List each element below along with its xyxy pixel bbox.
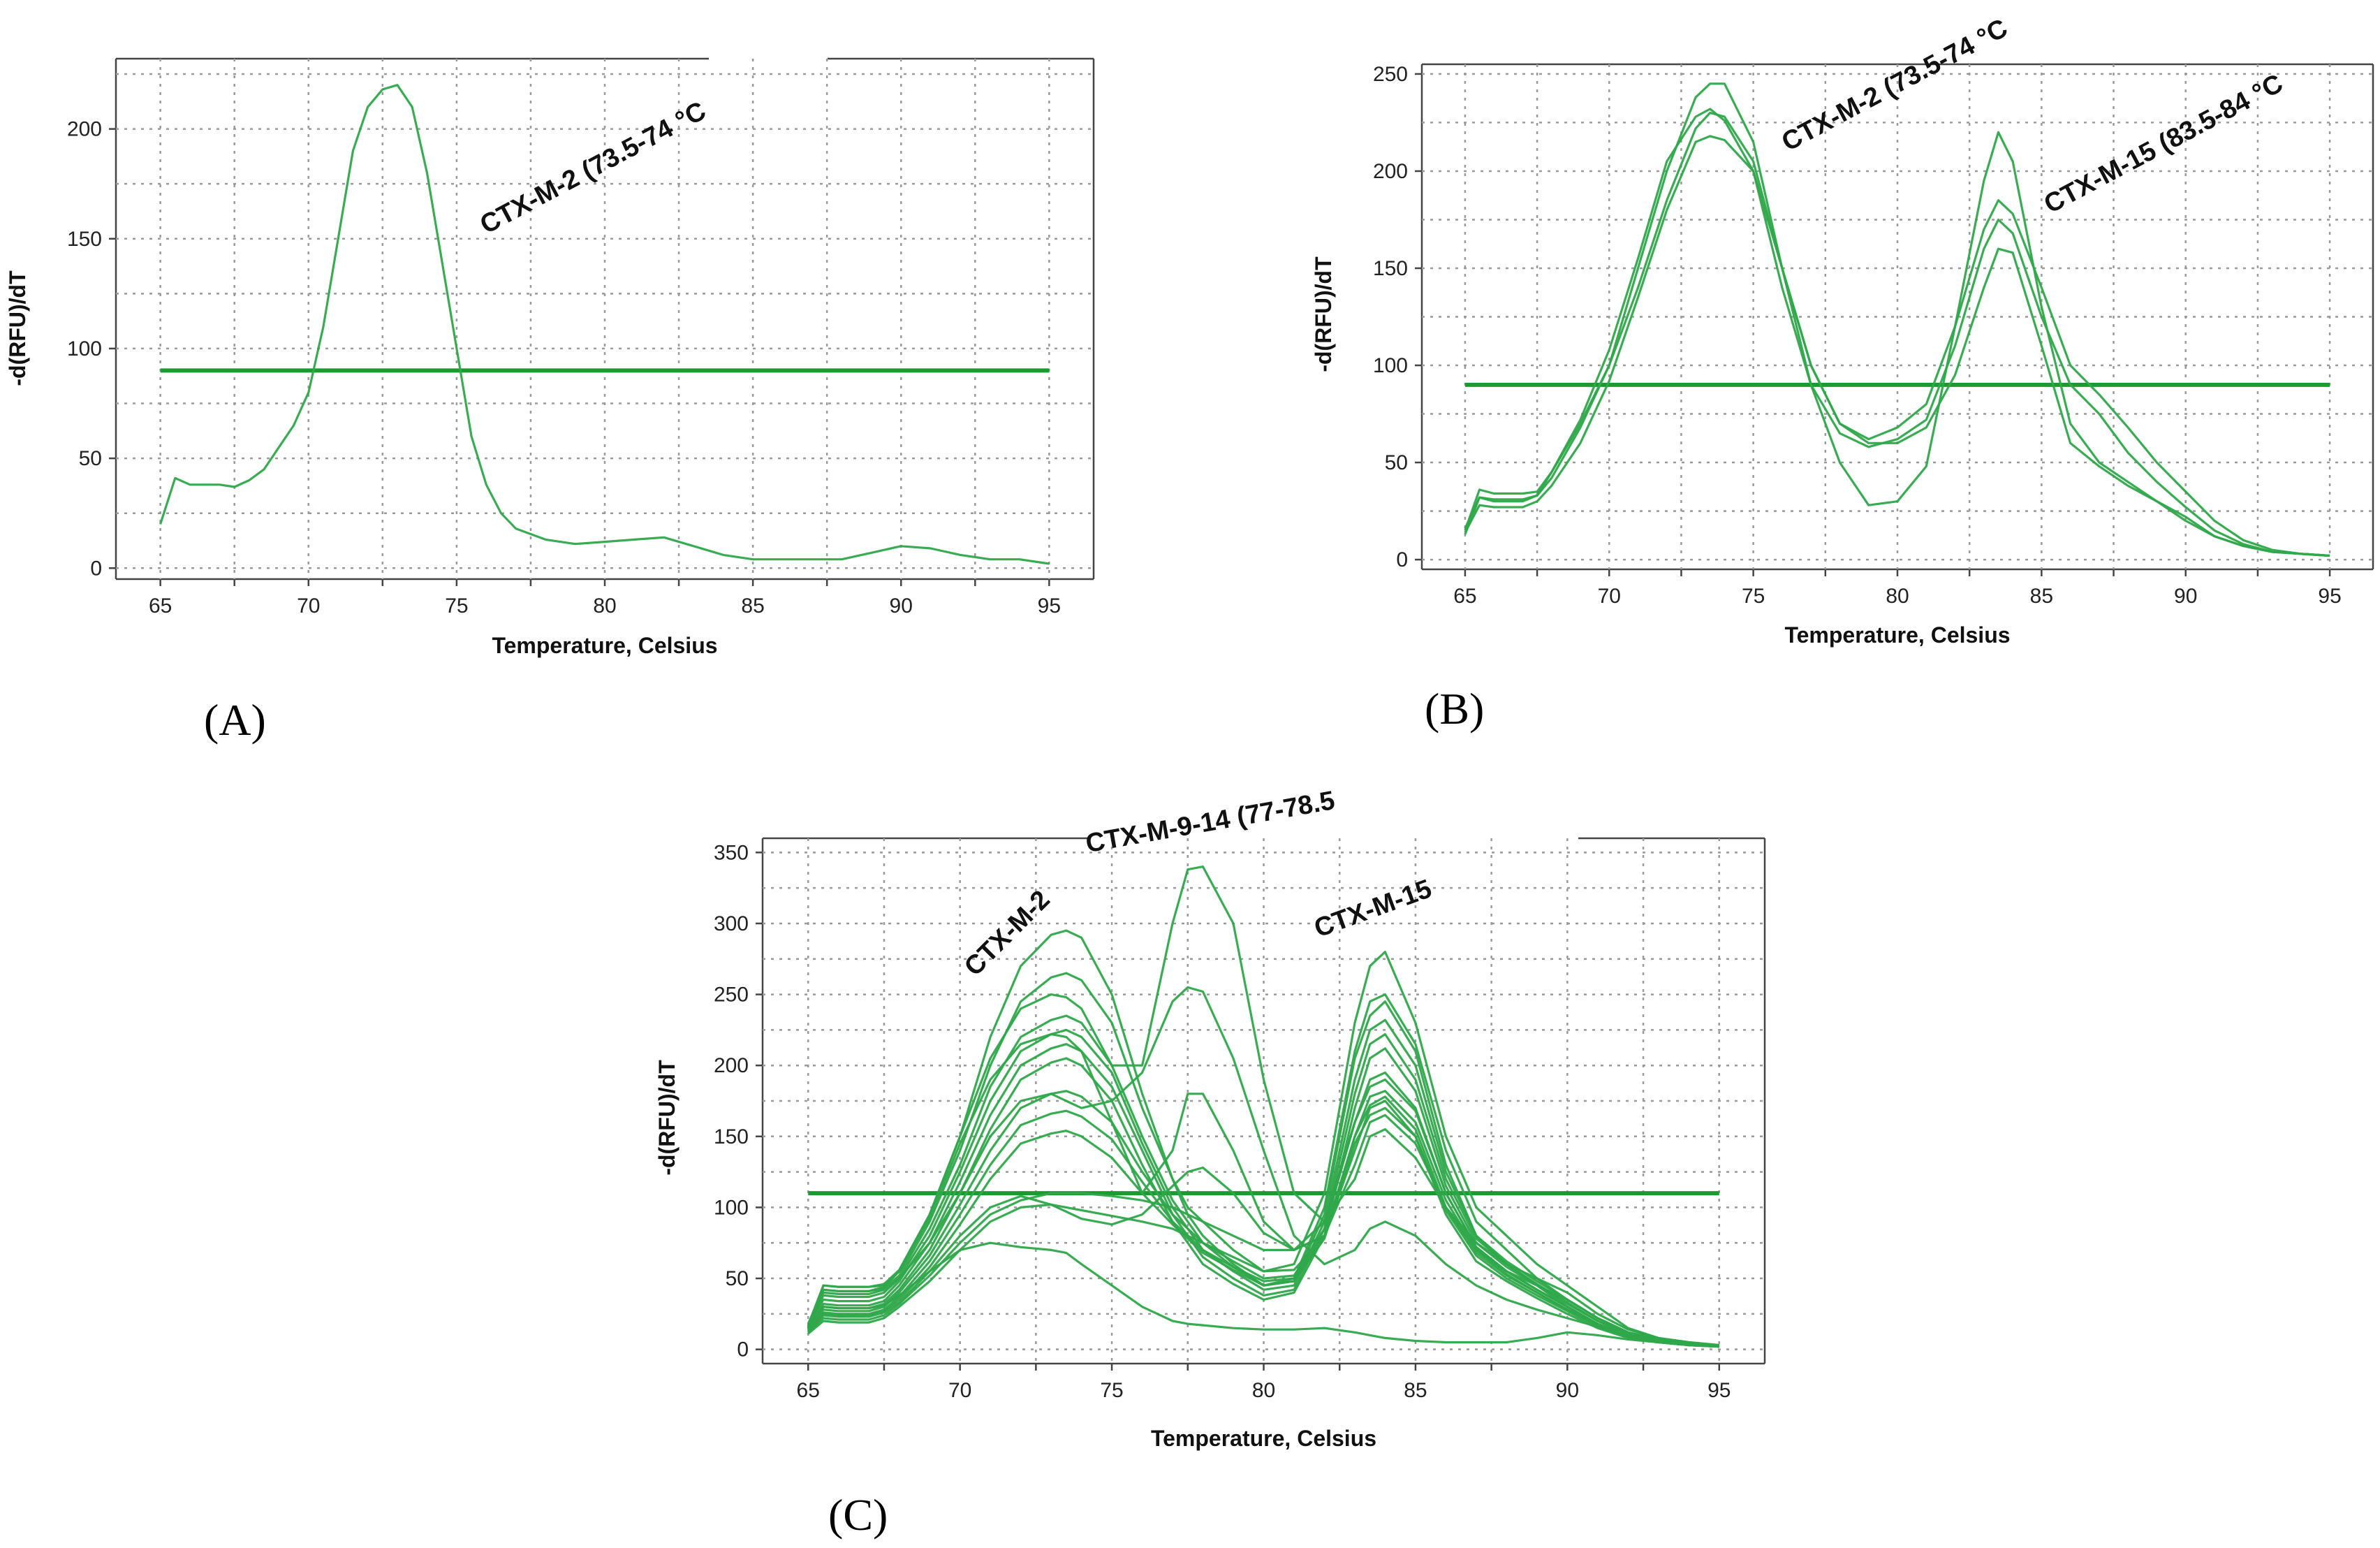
annotation-label: CTX-M-2 (73.5-74 °C (476, 96, 711, 240)
x-tick-label: 85 (741, 594, 764, 618)
melt-curve-s1 (159, 84, 1050, 565)
y-tick-label: 100 (1373, 354, 1408, 377)
y-tick-label: 100 (67, 337, 102, 360)
annotation-label: CTX-M-9-14 (77-78.5 (1084, 786, 1337, 859)
y-tick-label: 150 (714, 1125, 749, 1148)
x-tick-label: 70 (948, 1379, 971, 1402)
x-axis-label: Temperature, Celsius (1151, 1426, 1376, 1451)
x-tick-label: 80 (1252, 1379, 1275, 1402)
y-tick-label: 350 (714, 841, 749, 864)
y-tick-label: 200 (67, 118, 102, 141)
x-tick-label: 65 (1453, 585, 1476, 608)
x-tick-label: 90 (1556, 1379, 1579, 1402)
y-axis-label: -d(RFU)/dT (5, 270, 30, 386)
x-tick-label: 95 (2318, 585, 2341, 608)
x-tick-label: 75 (1742, 585, 1765, 608)
y-tick-label: 50 (726, 1267, 749, 1290)
panel-label-b: (B) (1425, 684, 1484, 733)
annotation-label: CTX-M-2 (959, 885, 1056, 982)
melt-curve-s14 (807, 1071, 1719, 1348)
y-tick-label: 0 (90, 557, 102, 580)
melt-curve-s9 (807, 1107, 1719, 1348)
x-tick-label: 75 (445, 594, 468, 618)
annotation-label: CTX-M-15 (1310, 874, 1435, 943)
panel-c: 65 70 75 80 85 90 95 0 50 100 150 200 250 300 350 -d(RF… (654, 786, 1766, 1451)
y-tick-label: 300 (714, 912, 749, 935)
melt-curve-s15 (807, 1090, 1719, 1348)
x-tick-label: 80 (1886, 585, 1909, 608)
panel-label-c: (C) (828, 1490, 888, 1540)
x-tick-label: 85 (2030, 585, 2053, 608)
x-axis-label: Temperature, Celsius (1784, 622, 2010, 648)
y-tick-label: 200 (714, 1054, 749, 1077)
x-tick-label: 95 (1707, 1379, 1731, 1402)
melt-curve-s13 (807, 986, 1719, 1348)
x-tick-label: 75 (1100, 1379, 1123, 1402)
melt-curve-s16 (807, 1241, 1719, 1348)
y-axis-label: -d(RFU)/dT (1311, 256, 1336, 372)
melt-curve-s1 (1464, 82, 2330, 557)
y-tick-label: 250 (1373, 63, 1408, 86)
y-tick-label: 150 (1373, 257, 1408, 280)
y-tick-label: 0 (1396, 548, 1408, 571)
melt-curve-s12 (807, 866, 1719, 1347)
x-tick-label: 65 (797, 1379, 820, 1402)
y-tick-label: 0 (737, 1338, 749, 1361)
x-tick-label: 90 (2174, 585, 2197, 608)
panel-b: 65 70 75 80 85 90 95 0 50 100 150 200 250 -d(RFU)/dT T… (1311, 13, 2374, 648)
melt-curve-s4 (1464, 108, 2330, 557)
x-tick-label: 90 (890, 594, 913, 618)
x-tick-label: 70 (1598, 585, 1621, 608)
annotation-label: CTX-M-2 (73.5-74 °C (1777, 13, 2013, 157)
y-tick-label: 150 (67, 228, 102, 251)
x-axis-label: Temperature, Celsius (492, 633, 717, 658)
y-tick-label: 100 (714, 1196, 749, 1219)
y-tick-label: 200 (1373, 160, 1408, 183)
melt-curve-s2 (1464, 111, 2330, 557)
x-tick-label: 80 (593, 594, 616, 618)
melt-curve-s3 (1464, 135, 2330, 557)
x-tick-label: 70 (297, 594, 320, 618)
panel-label-a: (A) (204, 695, 266, 745)
annotation-label: CTX-M-15 (83.5-84 °C (2039, 68, 2288, 219)
y-tick-label: 50 (1385, 451, 1408, 474)
panel-a: 65 70 75 80 85 90 95 0 50 100 150 200 -d(RFU)/dT Temp… (5, 57, 1095, 658)
y-tick-label: 250 (714, 984, 749, 1007)
x-tick-label: 65 (149, 594, 172, 618)
x-tick-label: 85 (1404, 1379, 1427, 1402)
melt-curve-s11 (807, 1032, 1719, 1348)
x-tick-label: 95 (1038, 594, 1061, 618)
y-axis-label: -d(RFU)/dT (654, 1060, 680, 1176)
y-tick-label: 50 (79, 447, 102, 470)
